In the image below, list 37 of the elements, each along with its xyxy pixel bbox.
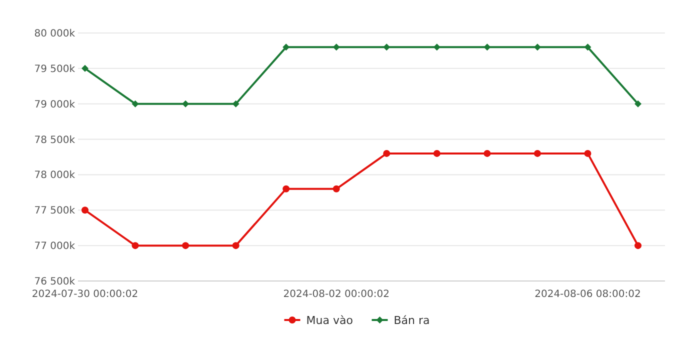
point [282, 44, 290, 51]
x-tick-label: 2024-07-30 00:00:02 [32, 289, 138, 300]
y-tick-label: 77 000k [34, 241, 76, 252]
point [182, 100, 190, 108]
y-tick-label: 76 500k [34, 276, 76, 288]
point [232, 100, 240, 108]
legend-label: Mua vào [306, 314, 354, 327]
y-tick-label: 78 500k [34, 134, 76, 146]
point [584, 44, 592, 51]
point [484, 44, 491, 51]
point [282, 185, 290, 192]
x-tick-label: 2024-08-02 00:00:02 [283, 289, 390, 300]
point [484, 150, 491, 157]
point [534, 150, 541, 157]
point [332, 44, 340, 51]
point [383, 44, 390, 51]
point [182, 242, 190, 250]
point [433, 150, 440, 157]
point [82, 64, 88, 72]
point [132, 100, 139, 108]
y-tick-label: 79 000k [34, 99, 76, 110]
point [82, 206, 88, 214]
point [332, 185, 340, 192]
x-tick-label: 2024-08-06 08:00:02 [534, 289, 641, 300]
point [433, 44, 440, 51]
legend-label: Bán ra [394, 314, 430, 327]
point [383, 150, 390, 157]
point [634, 242, 642, 250]
point [534, 44, 541, 51]
point [132, 242, 139, 250]
y-tick-label: 77 500k [34, 206, 76, 217]
y-tick-label: 80 000k [34, 28, 76, 40]
y-tick-label: 78 000k [34, 170, 76, 182]
point [584, 150, 592, 157]
y-tick-label: 79 500k [34, 64, 76, 75]
point [232, 242, 240, 250]
point [634, 100, 642, 108]
